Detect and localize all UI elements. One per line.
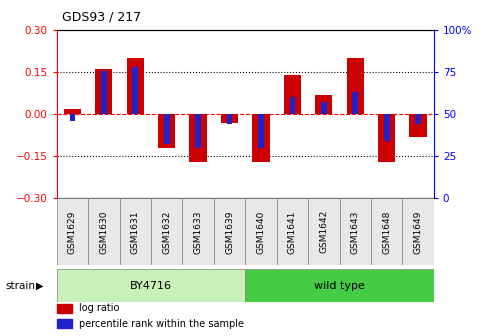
- Bar: [101, 71, 106, 114]
- Bar: [88, 198, 119, 265]
- Bar: [352, 92, 358, 114]
- Bar: [119, 198, 151, 265]
- Text: GSM1632: GSM1632: [162, 210, 171, 254]
- Bar: [277, 198, 308, 265]
- Bar: [347, 58, 364, 114]
- Text: GSM1639: GSM1639: [225, 210, 234, 254]
- Bar: [321, 102, 327, 114]
- Bar: [95, 70, 112, 114]
- Text: GSM1649: GSM1649: [414, 210, 423, 254]
- Bar: [340, 198, 371, 265]
- Bar: [57, 319, 72, 328]
- Bar: [221, 114, 238, 123]
- Text: percentile rank within the sample: percentile rank within the sample: [79, 319, 245, 329]
- Text: GSM1643: GSM1643: [351, 210, 360, 254]
- Bar: [164, 114, 170, 144]
- Text: strain: strain: [5, 281, 35, 291]
- Bar: [245, 269, 434, 302]
- Bar: [182, 198, 214, 265]
- Bar: [151, 198, 182, 265]
- Bar: [378, 114, 395, 162]
- Bar: [258, 114, 264, 148]
- Bar: [245, 198, 277, 265]
- Bar: [284, 75, 301, 114]
- Bar: [315, 95, 332, 114]
- Text: BY4716: BY4716: [130, 281, 172, 291]
- Text: GSM1641: GSM1641: [288, 210, 297, 254]
- Bar: [415, 114, 421, 124]
- Bar: [127, 58, 144, 114]
- Text: GSM1631: GSM1631: [131, 210, 140, 254]
- Bar: [252, 114, 270, 162]
- Bar: [308, 198, 340, 265]
- Text: GSM1640: GSM1640: [256, 210, 266, 254]
- Bar: [410, 114, 427, 137]
- Text: wild type: wild type: [314, 281, 365, 291]
- Bar: [214, 198, 246, 265]
- Bar: [64, 109, 81, 114]
- Bar: [133, 67, 138, 114]
- Bar: [158, 114, 176, 148]
- Text: log ratio: log ratio: [79, 303, 120, 313]
- Bar: [189, 114, 207, 162]
- Bar: [384, 114, 389, 141]
- Bar: [402, 198, 434, 265]
- Bar: [227, 114, 232, 124]
- Bar: [289, 97, 295, 114]
- Bar: [57, 269, 245, 302]
- Bar: [70, 114, 75, 121]
- Bar: [57, 304, 72, 313]
- Bar: [371, 198, 402, 265]
- Text: GSM1633: GSM1633: [194, 210, 203, 254]
- Text: GSM1629: GSM1629: [68, 210, 77, 254]
- Bar: [195, 114, 201, 148]
- Text: GSM1648: GSM1648: [382, 210, 391, 254]
- Text: GSM1642: GSM1642: [319, 210, 328, 253]
- Text: GSM1630: GSM1630: [99, 210, 108, 254]
- Text: ▶: ▶: [35, 281, 43, 291]
- Bar: [57, 198, 88, 265]
- Text: GDS93 / 217: GDS93 / 217: [62, 10, 141, 24]
